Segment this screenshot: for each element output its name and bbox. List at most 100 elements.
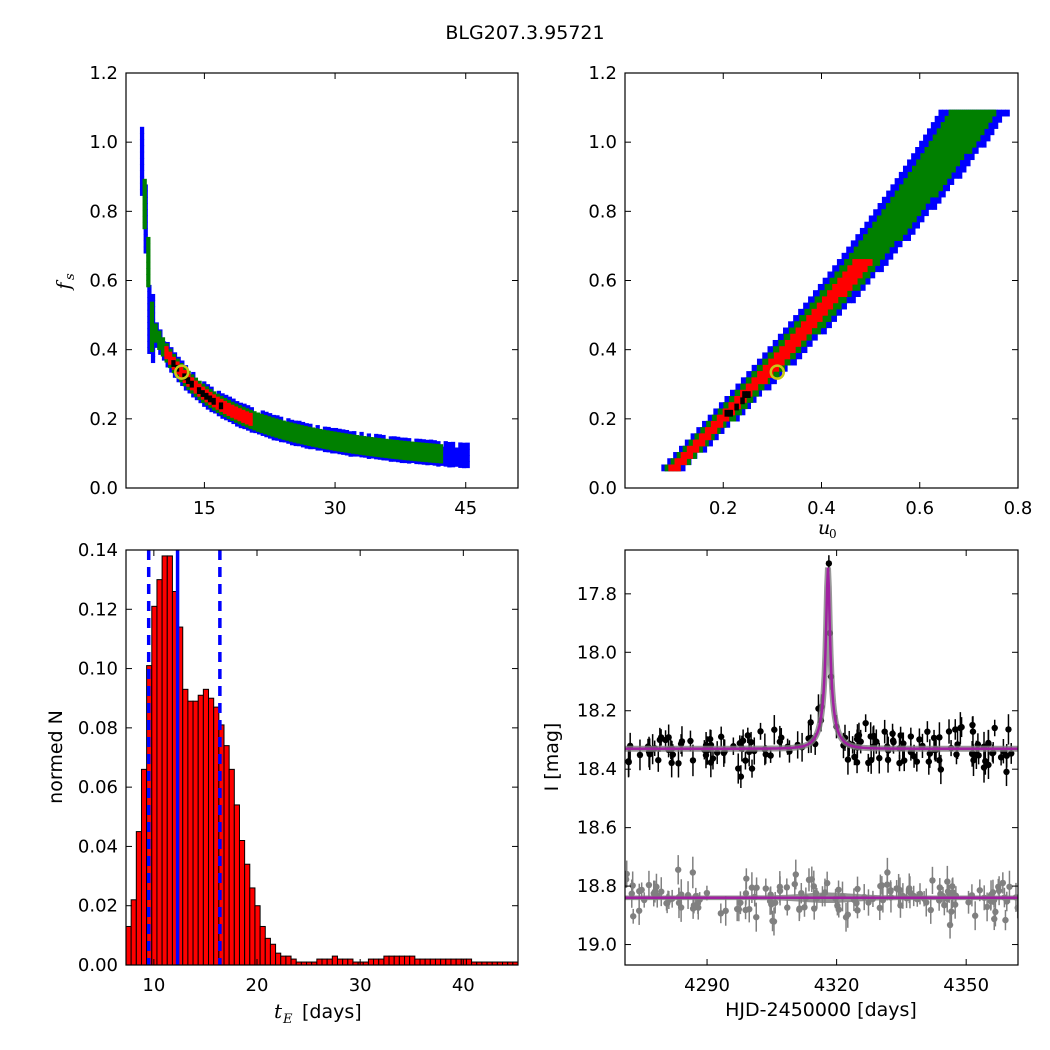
heatmap-cell-green bbox=[935, 159, 941, 167]
heatmap-cell-blue bbox=[751, 364, 757, 372]
heatmap-cell-black bbox=[200, 390, 205, 397]
heatmap-cell-blue bbox=[143, 240, 148, 248]
heatmap-cell-red bbox=[780, 358, 785, 366]
histogram-bar bbox=[166, 555, 173, 966]
x-tick-label: 4290 bbox=[684, 975, 730, 996]
x-tick-label: 0.6 bbox=[905, 498, 934, 519]
heatmap-cell-green bbox=[270, 417, 275, 425]
heatmap-cell-blue bbox=[428, 439, 434, 447]
heatmap-cell-green bbox=[952, 122, 958, 129]
heatmap-cell-blue bbox=[746, 402, 751, 410]
heatmap-cell-blue bbox=[911, 221, 917, 229]
heatmap-cell-green bbox=[903, 227, 908, 235]
data-point bbox=[844, 756, 852, 763]
histogram-bar bbox=[378, 958, 385, 966]
heatmap-cell-blue bbox=[458, 454, 463, 462]
heatmap-cell-red bbox=[795, 327, 801, 335]
heatmap-cell-green bbox=[844, 259, 849, 266]
heatmap-cell-green bbox=[903, 184, 908, 192]
x-axis-label: u bbox=[818, 517, 830, 539]
histogram-bar bbox=[202, 688, 210, 966]
heatmap-cell-blue bbox=[974, 140, 979, 148]
heatmap-cell-black bbox=[207, 395, 213, 403]
heatmap-cell-red bbox=[164, 352, 169, 360]
heatmap-cell-green bbox=[821, 321, 827, 329]
histogram-bar bbox=[228, 768, 235, 966]
heatmap-cell-blue bbox=[289, 438, 295, 446]
heatmap-cell-green bbox=[285, 427, 290, 435]
heatmap-cell-green bbox=[972, 109, 977, 117]
data-point bbox=[873, 738, 880, 745]
x-tick-label: 15 bbox=[193, 498, 216, 519]
heatmap-cell-green bbox=[274, 430, 279, 438]
light-curve bbox=[625, 555, 1018, 939]
heatmap-cell-red bbox=[827, 290, 832, 298]
heatmap-cell-green bbox=[936, 140, 942, 148]
heatmap-cell-blue bbox=[868, 221, 873, 229]
heatmap-cell-red bbox=[686, 445, 692, 453]
heatmap-cell-green bbox=[756, 383, 761, 391]
heatmap-cell-green bbox=[362, 436, 367, 443]
heatmap-cell-blue bbox=[803, 302, 808, 310]
heatmap-cell-green bbox=[700, 427, 705, 434]
heatmap-cell-red bbox=[821, 296, 827, 304]
heatmap-1 bbox=[139, 126, 470, 469]
data-point bbox=[689, 757, 697, 764]
data-point bbox=[995, 887, 1003, 894]
heatmap-cell-blue bbox=[855, 234, 860, 241]
heatmap-cell-green bbox=[944, 115, 950, 123]
heatmap-cell-green bbox=[332, 444, 338, 451]
heatmap-cell-green bbox=[394, 440, 400, 447]
heatmap-cell-green bbox=[852, 252, 858, 260]
heatmap-cell-red bbox=[856, 259, 861, 266]
heatmap-cell-green bbox=[409, 441, 414, 449]
heatmap-cell-green bbox=[876, 215, 882, 223]
heatmap-cell-green bbox=[380, 438, 385, 446]
heatmap-cell-green bbox=[788, 327, 794, 335]
heatmap-cell-green bbox=[917, 203, 922, 210]
heatmap-cell-green bbox=[149, 314, 155, 321]
heatmap-cell-black bbox=[204, 392, 209, 400]
heatmap-cell-blue bbox=[169, 365, 174, 373]
heatmap-cell-blue bbox=[826, 277, 832, 285]
data-point bbox=[976, 887, 984, 894]
heatmap-cell-blue bbox=[989, 122, 995, 129]
heatmap-cell-green bbox=[149, 338, 155, 346]
heatmap-cell-green bbox=[943, 165, 948, 173]
heatmap-cell-green bbox=[872, 252, 878, 260]
heatmap-cell-green bbox=[424, 455, 429, 463]
heatmap-cell-green bbox=[365, 436, 370, 444]
heatmap-cell-blue bbox=[898, 171, 904, 179]
heatmap-cell-red bbox=[796, 339, 802, 347]
data-point bbox=[656, 736, 664, 744]
heatmap-cell-red bbox=[164, 346, 169, 353]
heatmap-cell-green bbox=[281, 426, 286, 434]
data-point bbox=[762, 751, 769, 758]
heatmap-cell-green bbox=[727, 414, 733, 422]
data-point bbox=[946, 921, 954, 929]
heatmap-cell-green bbox=[365, 442, 370, 450]
heatmap-cell-red bbox=[803, 327, 808, 335]
heatmap-cell-blue bbox=[702, 445, 708, 453]
data-point bbox=[635, 907, 643, 914]
heatmap-cell-green bbox=[405, 447, 411, 455]
heatmap-cell-green bbox=[968, 122, 973, 129]
data-point bbox=[658, 888, 665, 895]
heatmap-cell-green bbox=[918, 184, 924, 192]
heatmap-cell-blue bbox=[696, 427, 701, 434]
heatmap-cell-green bbox=[813, 302, 818, 310]
data-point bbox=[638, 886, 645, 894]
heatmap-cell-blue bbox=[147, 297, 152, 305]
heatmap-cell-green bbox=[853, 246, 859, 254]
heatmap-cell-green bbox=[778, 339, 783, 347]
heatmap-cell-blue bbox=[827, 321, 832, 329]
heatmap-cell-blue bbox=[906, 234, 911, 241]
heatmap-cell-green bbox=[303, 432, 308, 439]
heatmap-cell-red bbox=[237, 408, 242, 416]
y-axis-label: f bbox=[53, 280, 75, 292]
heatmap-cell-green bbox=[281, 420, 286, 428]
data-point bbox=[767, 752, 774, 759]
heatmap-cell-green bbox=[934, 190, 939, 198]
heatmap-cell-green bbox=[321, 435, 327, 443]
y-tick-label: 18.6 bbox=[577, 818, 617, 839]
